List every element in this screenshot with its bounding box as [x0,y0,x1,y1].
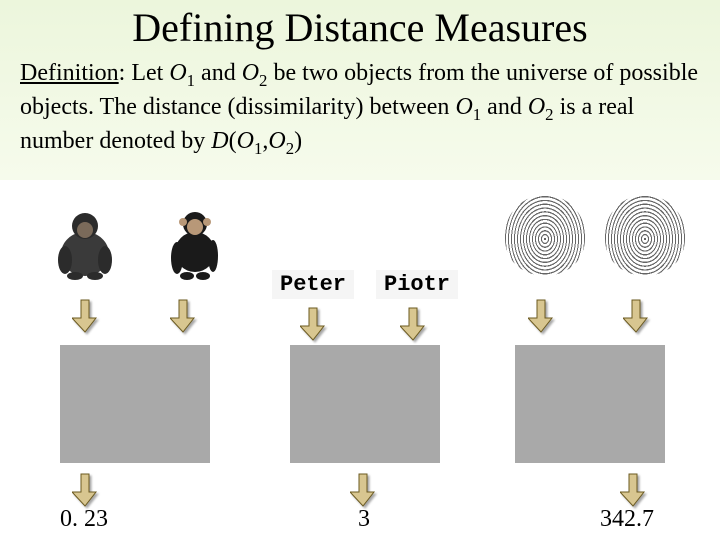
arrow-down-icon [528,298,554,334]
chimp-icon [155,200,235,280]
name-peter: Peter [272,270,354,299]
distance-box-1 [60,345,210,463]
result-3: 342.7 [600,506,654,533]
definition-text: Definition: Let O1 and O2 be two objects… [20,58,700,159]
arrow-down-icon [72,298,98,334]
arrow-down-icon [72,472,98,508]
arrow-down-icon [623,298,649,334]
arrow-down-icon [620,472,646,508]
arrow-down-icon [300,306,326,342]
name-piotr: Piotr [376,270,458,299]
gorilla-icon [45,200,125,280]
definition-lead: Definition [20,60,119,86]
distance-box-3 [515,345,665,463]
result-2: 3 [358,506,370,533]
fingerprint-2 [600,195,690,280]
arrow-down-icon [400,306,426,342]
chimp-image [150,195,240,280]
definition-body: : Let O1 and O2 be two objects from the … [20,60,698,154]
page-title: Defining Distance Measures [0,4,720,51]
fingerprint-1 [500,195,590,280]
distance-box-2 [290,345,440,463]
result-1: 0. 23 [60,506,108,533]
arrow-down-icon [170,298,196,334]
gorilla-image [40,195,130,280]
arrow-down-icon [350,472,376,508]
